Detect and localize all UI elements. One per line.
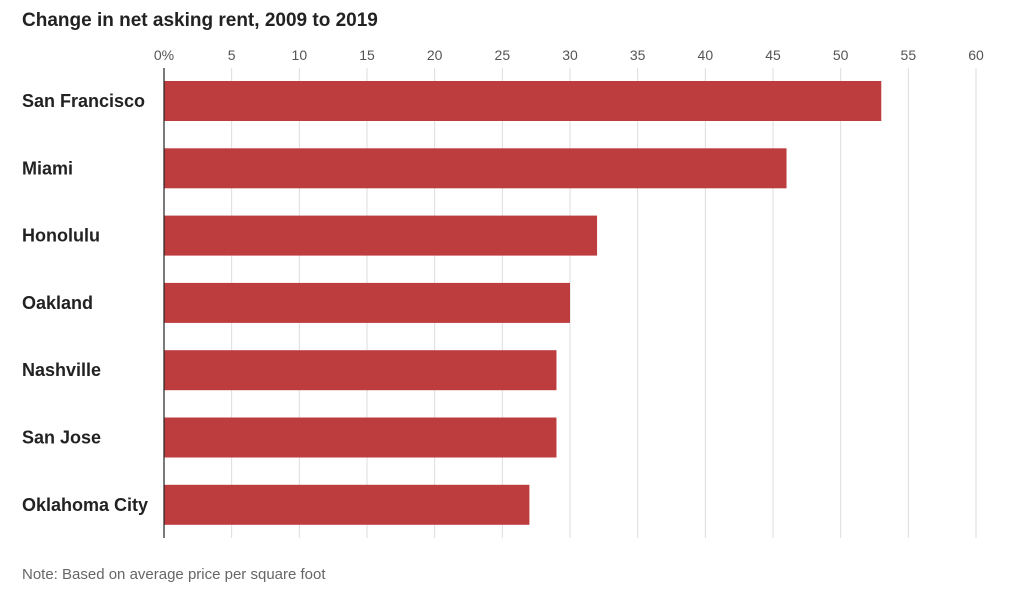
category-label: San Francisco xyxy=(22,91,145,111)
x-tick-label: 0% xyxy=(154,47,174,63)
chart-note: Note: Based on average price per square … xyxy=(22,566,326,583)
bar xyxy=(164,484,530,525)
category-label: Honolulu xyxy=(22,226,100,246)
category-label: Miami xyxy=(22,158,73,178)
bar xyxy=(164,81,882,121)
x-tick-label: 5 xyxy=(228,47,236,63)
x-tick-label: 50 xyxy=(833,47,849,63)
bar xyxy=(164,417,557,458)
x-tick-label: 35 xyxy=(630,47,646,63)
x-tick-label: 55 xyxy=(901,47,917,63)
x-tick-labels: 0% 5 10 15 20 25 30 35 40 45 50 55 60 xyxy=(154,47,984,63)
chart-title: Change in net asking rent, 2009 to 2019 xyxy=(22,10,378,31)
x-tick-label: 25 xyxy=(495,47,511,63)
x-tick-label: 45 xyxy=(765,47,781,63)
x-tick-label: 60 xyxy=(968,47,984,63)
category-label: Oklahoma City xyxy=(22,495,148,515)
x-tick-label: 40 xyxy=(698,47,714,63)
category-label: Oakland xyxy=(22,293,93,313)
category-label: Nashville xyxy=(22,360,101,380)
bar xyxy=(164,282,570,323)
bar xyxy=(164,148,787,189)
category-labels: San Francisco Miami Honolulu Oakland Nashvil… xyxy=(22,91,148,515)
bar xyxy=(164,215,598,256)
x-tick-label: 30 xyxy=(562,47,578,63)
category-label: San Jose xyxy=(22,428,101,448)
bar xyxy=(164,350,557,391)
x-tick-label: 20 xyxy=(427,47,443,63)
x-tick-label: 15 xyxy=(359,47,375,63)
x-tick-label: 10 xyxy=(292,47,308,63)
bars xyxy=(164,81,882,525)
